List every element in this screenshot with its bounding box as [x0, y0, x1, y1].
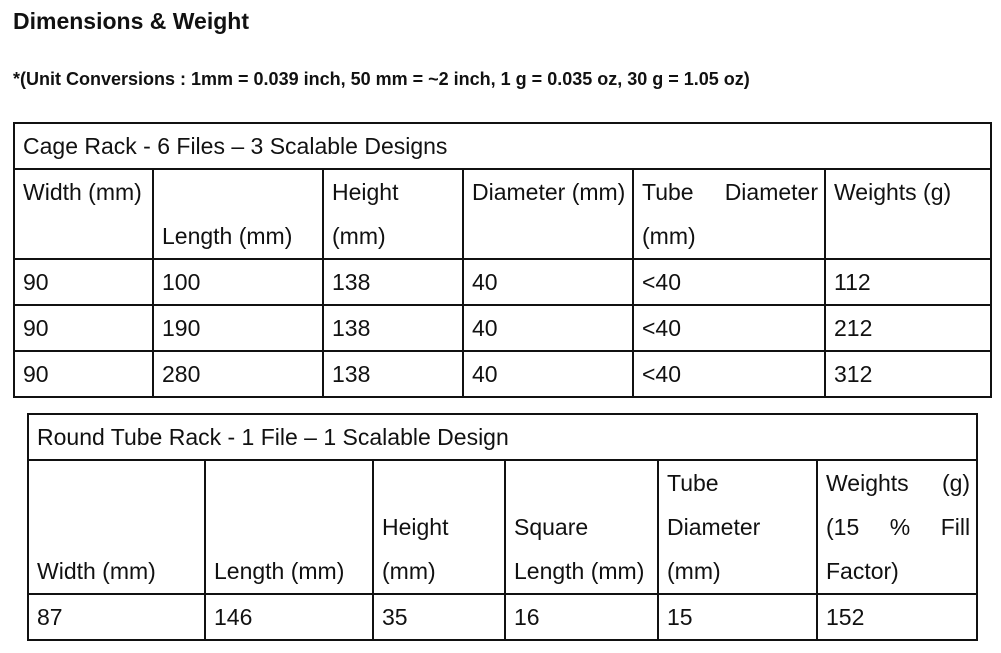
column-header: Length (mm) [204, 459, 374, 595]
cell: 112 [823, 258, 993, 306]
column-header: Width (mm) [13, 168, 154, 260]
cell: 146 [204, 593, 374, 641]
table-row: 90 100 138 40 <40 112 [13, 258, 993, 306]
cell: 212 [823, 304, 993, 352]
unit-conversion-note: *(Unit Conversions : 1mm = 0.039 inch, 5… [13, 69, 750, 89]
column-header: Weights (g) (15 % Fill Factor) [815, 459, 979, 595]
cell: 40 [462, 258, 634, 306]
column-header: Diameter (mm) [462, 168, 634, 260]
cell: 312 [823, 350, 993, 398]
cell: 280 [152, 350, 324, 398]
column-header: Width (mm) [27, 459, 206, 595]
table-row: 90 280 138 40 <40 312 [13, 350, 993, 398]
cell: 35 [372, 593, 506, 641]
column-header: Tube Diameter (mm) [657, 459, 818, 595]
round-tube-rack-table: Round Tube Rack - 1 File – 1 Scalable De… [26, 413, 979, 641]
column-header: Height (mm) [372, 459, 506, 595]
table-row: 87 146 35 16 15 152 [27, 593, 979, 641]
cell: <40 [632, 258, 826, 306]
cell: 138 [322, 258, 464, 306]
table-title: Round Tube Rack - 1 File – 1 Scalable De… [26, 413, 979, 461]
cell: 15 [657, 593, 818, 641]
cage-rack-table: Cage Rack - 6 Files – 3 Scalable Designs… [12, 122, 993, 398]
page-heading: Dimensions & Weight [13, 8, 249, 34]
cell: <40 [632, 304, 826, 352]
cell: 90 [13, 258, 154, 306]
table-row: 90 190 138 40 <40 212 [13, 304, 993, 352]
cell: 40 [462, 350, 634, 398]
cell: <40 [632, 350, 826, 398]
column-header: Weights (g) [823, 168, 993, 260]
cell: 138 [322, 304, 464, 352]
cell: 40 [462, 304, 634, 352]
column-header: Square Length (mm) [504, 459, 659, 595]
cell: 100 [152, 258, 324, 306]
cell: 87 [27, 593, 206, 641]
cell: 152 [815, 593, 979, 641]
cell: 90 [13, 304, 154, 352]
column-header: Tube Diameter (mm) [632, 168, 826, 260]
cell: 190 [152, 304, 324, 352]
cell: 90 [13, 350, 154, 398]
table-title: Cage Rack - 6 Files – 3 Scalable Designs [12, 122, 993, 170]
column-header: Length (mm) [152, 168, 324, 260]
cell: 16 [504, 593, 659, 641]
column-header: Height (mm) [322, 168, 464, 260]
cell: 138 [322, 350, 464, 398]
